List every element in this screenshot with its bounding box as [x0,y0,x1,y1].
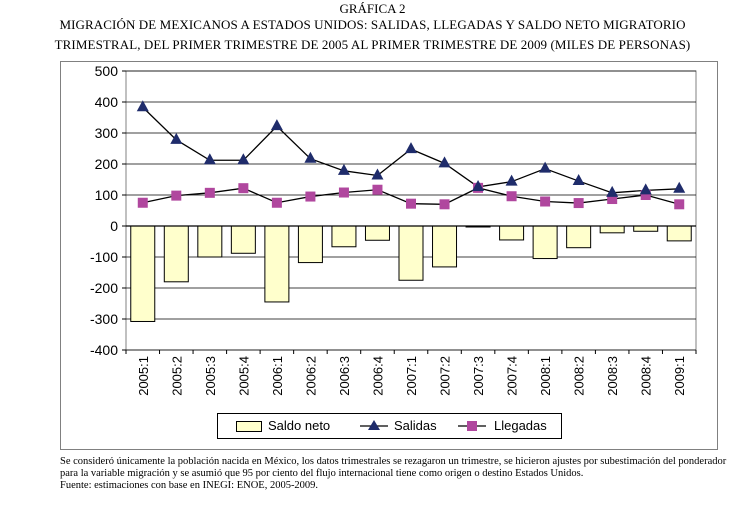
figure-label: GRÁFICA 2 [339,1,406,16]
point-llegadas [204,187,215,198]
point-llegadas [640,190,651,200]
point-salidas [203,153,216,165]
point-salidas [472,179,485,191]
x-tick-label: 2005:3 [203,356,218,396]
legend-label-salidas: Salidas [394,418,437,433]
legend: Saldo neto Salidas Llegadas [217,413,562,439]
point-llegadas [540,196,551,207]
bar-saldo-neto [130,225,156,322]
x-tick-label: 2008:3 [605,356,620,396]
x-tick-label: 2008:2 [572,356,587,396]
bar-saldo-neto [499,225,525,241]
point-salidas [304,151,317,163]
chart-title-line-2: TRIMESTRAL, DEL PRIMER TRIMESTRE DE 2005… [54,37,691,52]
point-salidas [673,181,686,193]
point-salidas [572,174,585,186]
bar-saldo-neto [197,225,223,258]
point-salidas [505,174,518,186]
bar-saldo-neto [599,225,625,234]
x-tick-label: 2006:2 [303,356,318,396]
x-tick-label: 2005:4 [236,356,251,396]
point-salidas [170,132,183,144]
note-text: Se consideró únicamente la población nac… [60,456,727,479]
point-salidas [371,168,384,180]
point-llegadas [406,198,416,209]
point-salidas [337,163,350,175]
point-llegadas [171,190,182,201]
point-llegadas [607,194,618,205]
point-llegadas [506,191,517,202]
point-llegadas [674,199,685,210]
x-tick-label: 2007:4 [505,356,520,396]
x-tick-label: 2008:4 [639,356,654,396]
bar-saldo-neto [364,225,390,241]
x-tick-label: 2008:1 [538,356,553,396]
x-tick-label: 2007:1 [404,356,419,396]
x-tick-label: 2005:1 [136,356,151,396]
point-salidas [438,156,451,168]
chart-title-line-1: MIGRACIÓN DE MEXICANOS A ESTADOS UNIDOS:… [59,17,686,32]
bar-saldo-neto [163,225,189,283]
bar-saldo-neto [566,225,592,249]
point-llegadas [338,187,349,198]
chart-notes: Se consideró únicamente la población nac… [60,456,732,492]
y-tick-label: -300 [90,311,118,327]
legend-swatch-saldo [236,421,262,432]
point-llegadas [271,197,282,208]
point-salidas [639,183,652,195]
bar-saldo-neto [264,225,290,303]
bar-saldo-neto [230,225,256,254]
point-salidas [237,153,250,165]
y-tick-label: 300 [95,125,119,141]
x-tick-label: 2009:1 [672,356,687,396]
point-salidas [606,185,619,197]
y-tick-label: 400 [95,94,119,110]
plot-area [125,70,697,351]
y-tick-label: 100 [95,187,119,203]
x-tick-label: 2007:3 [471,356,486,396]
x-tick-label: 2006:1 [270,356,285,396]
x-tick-label: 2007:2 [438,356,453,396]
x-tick-label: 2006:3 [337,356,352,396]
point-llegadas [439,199,450,210]
y-tick-label: 200 [95,156,119,172]
bar-saldo-neto [532,225,558,260]
legend-swatch-salidas [360,420,388,430]
y-tick-label: 500 [95,63,119,79]
legend-label-saldo: Saldo neto [268,418,331,433]
y-tick-label: -200 [90,280,118,296]
x-tick-label: 2005:2 [169,356,184,396]
x-tick-label: 2006:4 [370,356,385,396]
point-salidas [270,119,283,131]
bar-saldo-neto [331,225,357,248]
y-tick-label: 0 [110,218,118,234]
y-tick-label: -400 [90,342,118,358]
source-text: Fuente: estimaciones con base en INEGI: … [60,480,319,491]
point-llegadas [573,198,584,209]
bar-saldo-neto [432,225,458,268]
bar-saldo-neto [666,225,692,242]
point-llegadas [372,184,383,195]
point-llegadas [137,197,148,208]
legend-swatch-llegadas [458,421,486,431]
legend-label-llegadas: Llegadas [494,418,547,433]
point-salidas [136,100,149,112]
chart-frame [60,61,718,450]
bar-saldo-neto [398,225,424,281]
y-tick-label: -100 [90,249,118,265]
bar-saldo-neto [297,225,323,264]
point-llegadas [305,191,316,202]
point-salidas [405,142,417,154]
point-llegadas [238,183,249,194]
point-salidas [539,161,552,173]
bar-saldo-neto [633,225,659,232]
